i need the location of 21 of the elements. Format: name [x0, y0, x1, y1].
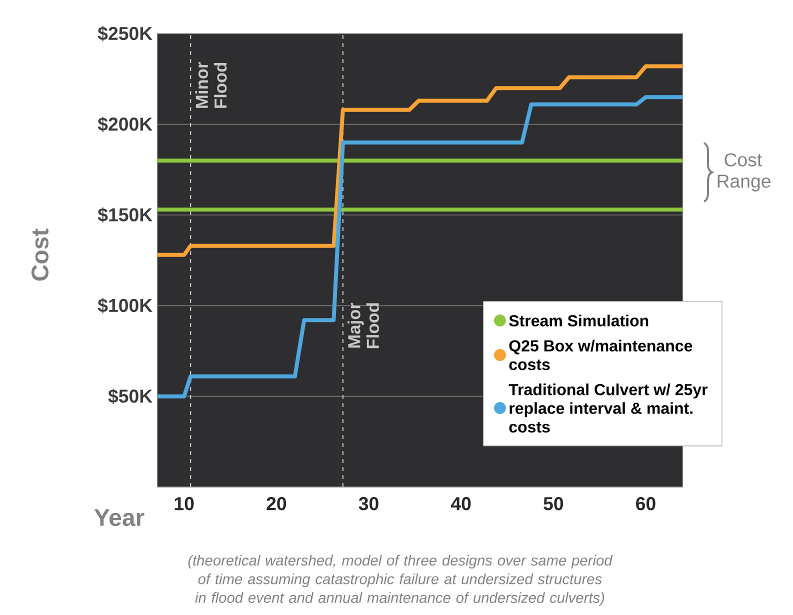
legend-label: Q25 Box w/maintenance costs: [509, 340, 692, 370]
y-axis-title: Cost: [31, 228, 48, 281]
x-axis-title: Year: [94, 509, 144, 526]
y-tick-label: $200K: [98, 116, 152, 132]
x-tick-label: 20: [266, 497, 286, 510]
y-tick-label: $100K: [98, 298, 152, 314]
line-series: [155, 64, 685, 257]
x-tick-label: 10: [174, 497, 194, 510]
x-tick-label: 60: [636, 497, 656, 510]
legend-label: Stream Simulation: [509, 314, 648, 326]
y-tick-label: $250K: [98, 26, 152, 42]
text: (theoretical watershed, model of three designs over same period of time assuming catastrophic failure at undersized structures in flood event and annual maintenance of undersized culverts): [188, 554, 613, 606]
x-tick-label: 30: [358, 497, 378, 510]
ref-line-label: Minor Flood: [195, 62, 227, 108]
x-tick-label: 40: [451, 497, 471, 510]
legend-label: Traditional Culvert w/ 25yr replace interval & maint. costs: [508, 384, 708, 433]
text: Cost Range: [718, 153, 770, 192]
y-tick-label: $150K: [98, 207, 152, 223]
x-tick-label: 50: [544, 497, 564, 510]
y-tick-label: $50K: [108, 388, 152, 404]
ref-line-label: Major Flood: [348, 302, 380, 348]
